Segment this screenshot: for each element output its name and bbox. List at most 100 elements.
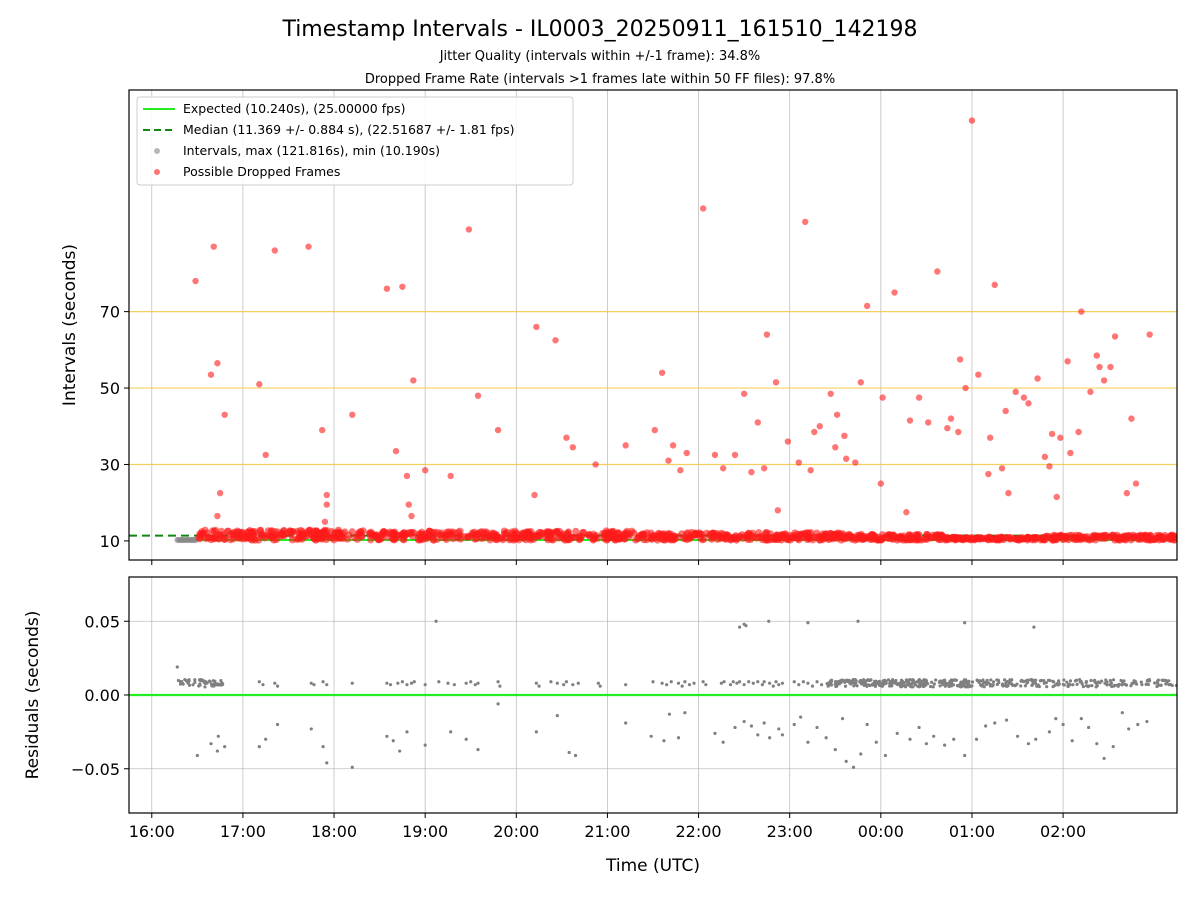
residual-point	[1081, 685, 1086, 689]
residual-point	[660, 681, 664, 685]
residual-point	[1057, 679, 1061, 683]
intervals-y-tick-label: 30	[100, 455, 120, 474]
residual-point	[537, 684, 541, 688]
dropped-frame-point	[915, 535, 923, 543]
residual-point	[756, 733, 760, 737]
residual-point	[412, 680, 416, 684]
dropped-frame-point	[827, 390, 834, 397]
residual-point	[792, 680, 796, 684]
dropped-frame-point	[533, 323, 540, 331]
dropped-frame-point	[563, 434, 570, 441]
residual-point	[952, 737, 956, 741]
residual-point	[195, 753, 199, 758]
dropped-frame-point	[1025, 400, 1032, 407]
dropped-frame-point	[804, 529, 812, 537]
dropped-frame-point	[975, 371, 982, 378]
dropped-frame-point	[665, 457, 672, 464]
residuals-ticks: 16:00 17:00 18:00 19:00 20:00 21:00 22:00 23:00…	[71, 612, 1086, 841]
residual-point	[1068, 679, 1073, 683]
residual-point	[889, 679, 893, 684]
residual-point	[819, 683, 824, 687]
residual-point	[496, 702, 500, 706]
dropped-frame-point	[707, 535, 716, 543]
dropped-frame-point	[818, 536, 826, 544]
residual-point	[843, 684, 848, 688]
dropped-frame-point	[933, 531, 941, 539]
residual-point	[1120, 683, 1124, 687]
residual-point	[868, 678, 872, 683]
residual-point	[405, 730, 409, 734]
residual-point	[1054, 717, 1058, 721]
dropped-frame-point	[871, 532, 879, 540]
dropped-frame-point	[640, 530, 648, 539]
dropped-frame-point	[537, 528, 545, 537]
intervals-y-tick-label: 10	[100, 532, 120, 551]
dropped-frame-point	[934, 268, 941, 275]
residual-point	[986, 681, 991, 685]
residual-point	[405, 683, 409, 687]
dropped-frame-point	[832, 444, 839, 451]
x-tick-label: 20:00	[493, 822, 539, 841]
dropped-frame-point	[323, 491, 330, 499]
residual-point	[1120, 711, 1124, 715]
intervals-plot: 10 30 50 70 Intervals (seconds) Expected (1…	[60, 89, 1178, 565]
dropped-frame-point	[906, 417, 914, 424]
residual-point	[747, 680, 751, 684]
residual-point	[938, 684, 942, 688]
dropped-frame-point	[288, 536, 297, 544]
residual-point	[728, 683, 733, 687]
residual-point	[962, 681, 966, 685]
dropped-frame-point	[1155, 531, 1163, 539]
residual-point	[932, 682, 936, 686]
residual-point	[1026, 678, 1030, 682]
dropped-frame-point	[271, 247, 279, 254]
dropped-frame-point	[207, 371, 215, 378]
residuals-data	[129, 619, 1177, 769]
dropped-frame-point	[286, 527, 294, 535]
dropped-frame-point	[433, 528, 442, 537]
residual-point	[883, 753, 887, 758]
dropped-frame-point	[763, 331, 771, 338]
dropped-frame-point	[380, 528, 388, 536]
residual-point	[496, 680, 500, 684]
residual-point	[948, 682, 952, 686]
dropped-frame-point	[985, 470, 992, 478]
dropped-frame-point	[784, 438, 792, 445]
residual-point	[197, 684, 201, 688]
residual-point	[534, 681, 538, 685]
dropped-frame-point	[654, 529, 663, 538]
residual-point	[771, 684, 775, 688]
residual-point	[873, 684, 878, 688]
dropped-frame-point	[449, 535, 457, 543]
residual-point	[908, 737, 912, 741]
dropped-frame-point	[323, 501, 330, 508]
residual-point	[223, 745, 227, 749]
dropped-frame-point	[418, 528, 426, 536]
residual-point	[665, 683, 669, 687]
residual-point	[756, 680, 760, 684]
residual-point	[446, 681, 450, 685]
dropped-frame-point	[447, 472, 454, 480]
legend-intervals-swatch	[154, 148, 160, 154]
residual-point	[981, 682, 985, 687]
dropped-frame-point	[798, 533, 806, 541]
dropped-frame-point	[576, 532, 584, 540]
residual-point	[464, 681, 468, 685]
dropped-frame-point	[740, 390, 748, 397]
residual-point	[1033, 681, 1038, 685]
residual-point	[1086, 685, 1090, 689]
residual-point	[191, 683, 195, 687]
dropped-frame-point	[731, 451, 739, 459]
dropped-frame-point	[891, 289, 898, 296]
legend-intervals-label: Intervals, max (121.816s), min (10.190s)	[183, 143, 440, 158]
residual-point	[409, 681, 414, 685]
residual-point	[777, 683, 781, 687]
dropped-frame-point	[669, 442, 677, 449]
dropped-frame-point	[425, 527, 434, 536]
dropped-frame-point	[221, 411, 228, 418]
residual-point	[888, 683, 892, 687]
dropped-frame-point	[807, 467, 814, 474]
residual-point	[1127, 727, 1131, 731]
dropped-frame-point	[942, 534, 950, 542]
residual-point	[737, 625, 742, 629]
